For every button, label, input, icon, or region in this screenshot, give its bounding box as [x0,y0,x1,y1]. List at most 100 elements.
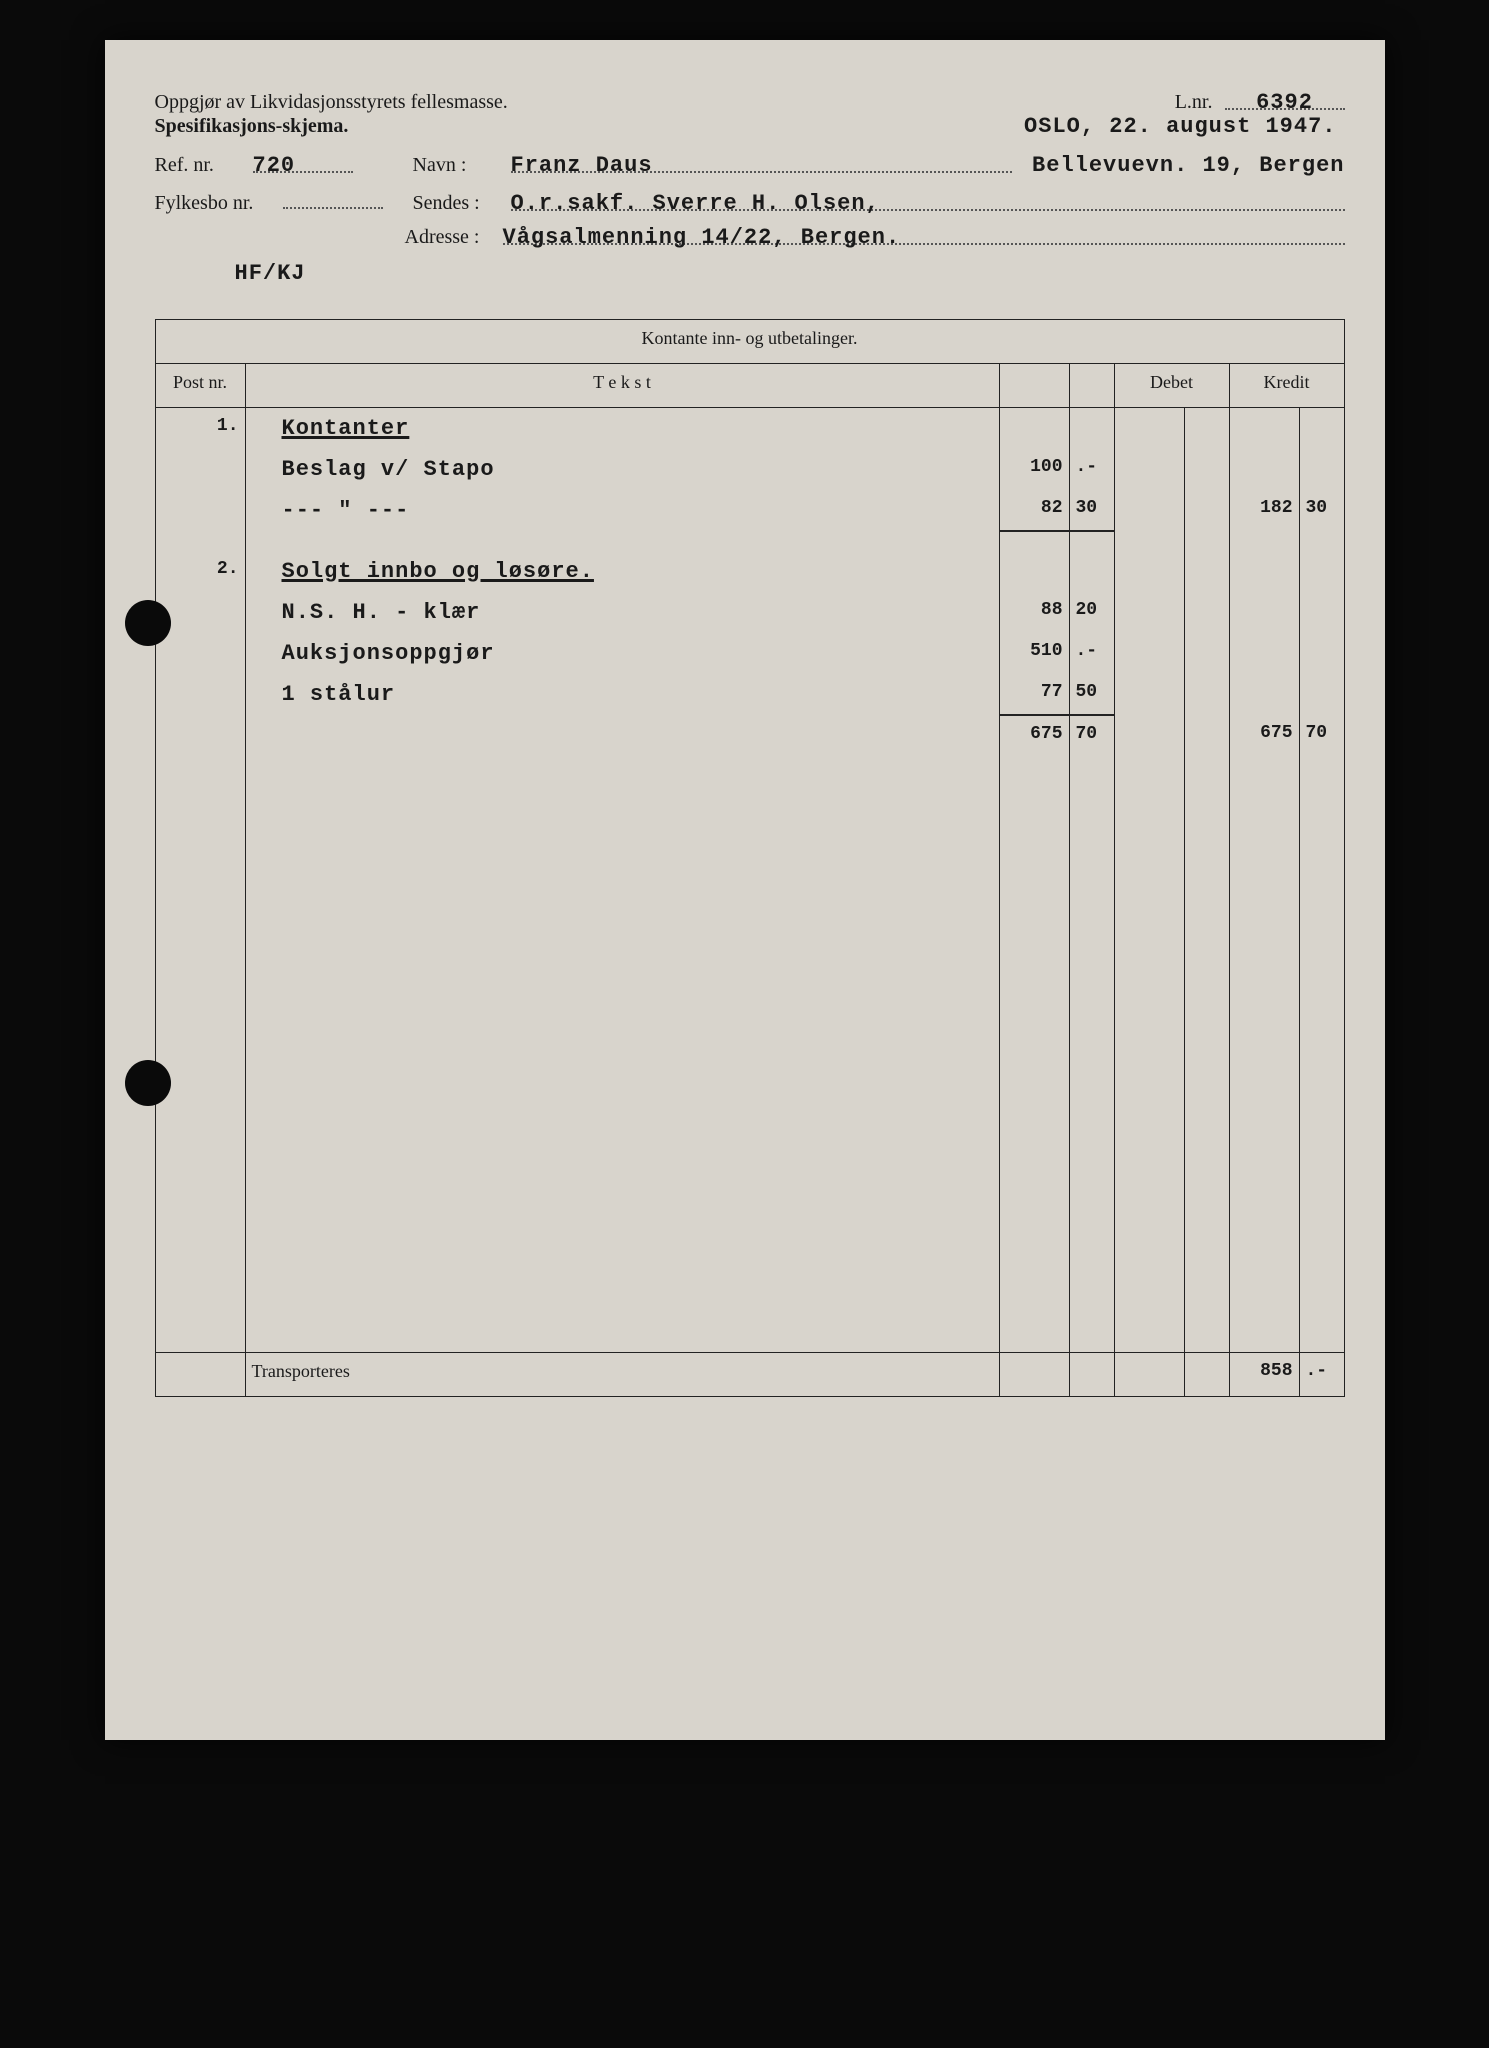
sendes-label: Sendes : [413,192,503,215]
clerk-initials: HF/KJ [235,261,306,286]
table-cell [245,531,999,551]
sendes-value: O.r.sakf. Sverre H. Olsen, [511,191,1345,211]
table-cell [1114,633,1184,674]
table-cell [999,408,1069,450]
table-cell [1184,408,1229,450]
table-row [155,531,1344,551]
table-cell [1229,449,1299,490]
table-cell [1299,551,1344,592]
navn-address: Bellevuevn. 19, Bergen [1032,153,1344,178]
col-header-debet: Debet [1114,364,1229,408]
table-cell [1229,633,1299,674]
table-cell: 1. [155,408,245,450]
table-cell [155,490,245,531]
table-cell: 510 [999,633,1069,674]
table-cell [1184,592,1229,633]
table-cell [1184,674,1229,715]
table-cell [1229,408,1299,450]
table-cell [1299,633,1344,674]
table-cell: 20 [1069,592,1114,633]
table-cell: 70 [1299,715,1344,752]
fylkesbo-label: Fylkesbo nr. [155,192,275,215]
table-cell [999,531,1069,551]
navn-label: Navn : [413,154,503,177]
title-line-1: Oppgjør av Likvidasjonsstyrets fellesmas… [155,91,508,114]
table-cell [155,449,245,490]
title-line-2: Spesifikasjons-skjema. [155,115,349,138]
table-cell [1069,408,1114,450]
footer-kredit-kr: 858 [1229,1352,1299,1396]
ledger-table: Kontante inn- og utbetalinger. Post nr. … [155,319,1345,1397]
table-cell [1184,449,1229,490]
punch-hole-icon [125,600,171,646]
table-row: N.S. H. - klær 8820 [155,592,1344,633]
table-cell [1184,551,1229,592]
col-header-tekst: T e k s t [245,364,999,408]
table-cell: Solgt innbo og løsøre. [245,551,999,592]
table-cell [1069,551,1114,592]
table-cell [1229,551,1299,592]
table-cell: .- [1069,633,1114,674]
table-cell [1299,531,1344,551]
lnr-label: L.nr. [1175,91,1213,113]
form-header: Oppgjør av Likvidasjonsstyrets fellesmas… [155,90,1345,289]
navn-value: Franz Daus [511,153,1013,173]
entry-text: Beslag v/ Stapo [252,457,495,482]
table-cell [1299,408,1344,450]
table-cell: Beslag v/ Stapo [245,449,999,490]
table-cell: N.S. H. - klær [245,592,999,633]
ref-label: Ref. nr. [155,154,245,177]
ref-value: 720 [253,153,353,173]
table-cell: 675 [999,715,1069,752]
table-cell [155,715,245,752]
table-row: 2. Solgt innbo og løsøre. [155,551,1344,592]
entry-text: Solgt innbo og løsøre. [252,559,594,584]
table-row: Auksjonsoppgjør 510.- [155,633,1344,674]
table-cell: .- [1069,449,1114,490]
document-page: Oppgjør av Likvidasjonsstyrets fellesmas… [105,40,1385,1740]
table-cell: 30 [1069,490,1114,531]
entry-text: Auksjonsoppgjør [252,641,495,666]
table-cell [1114,715,1184,752]
col-header-kredit: Kredit [1229,364,1344,408]
table-cell [155,674,245,715]
footer-kredit-ore: .- [1299,1352,1344,1396]
table-cell [1114,674,1184,715]
table-row: 1.Kontanter [155,408,1344,450]
table-cell: 675 [1229,715,1299,752]
table-cell [1114,408,1184,450]
table-cell: 1 stålur [245,674,999,715]
table-row: --- " ---823018230 [155,490,1344,531]
adresse-value: Vågsalmenning 14/22, Bergen. [503,225,1345,245]
table-cell [155,531,245,551]
table-cell [1299,592,1344,633]
table-cell: 30 [1299,490,1344,531]
entry-text: N.S. H. - klær [252,600,481,625]
table-cell [1114,449,1184,490]
table-cell [155,633,245,674]
table-cell: 88 [999,592,1069,633]
place-date: OSLO, 22. august 1947. [1024,114,1336,139]
table-cell [245,715,999,752]
table-cell [1069,531,1114,551]
entry-text: 1 stålur [252,682,396,707]
table-cell [1299,674,1344,715]
table-cell [1114,551,1184,592]
table-cell: 77 [999,674,1069,715]
table-cell [1114,490,1184,531]
adresse-label: Adresse : [405,226,495,249]
table-row: 6757067570 [155,715,1344,752]
table-row: Beslag v/ Stapo100.- [155,449,1344,490]
table-cell: 2. [155,551,245,592]
table-title: Kontante inn- og utbetalinger. [155,320,1344,364]
col-header-subore [1069,364,1114,408]
table-cell [1184,715,1229,752]
table-row: 1 stålur7750 [155,674,1344,715]
table-cell [999,551,1069,592]
table-cell: --- " --- [245,490,999,531]
col-header-subamount [999,364,1069,408]
fylkesbo-value [283,189,383,209]
table-cell [1229,674,1299,715]
table-cell [1229,531,1299,551]
table-cell: 70 [1069,715,1114,752]
